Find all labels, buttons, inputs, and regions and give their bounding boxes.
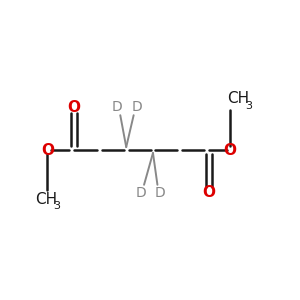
Text: D: D — [136, 186, 146, 200]
Text: 3: 3 — [53, 201, 60, 211]
Text: CH: CH — [227, 91, 250, 106]
Text: O: O — [67, 100, 80, 115]
Text: O: O — [202, 185, 215, 200]
Text: D: D — [112, 100, 123, 114]
Text: D: D — [131, 100, 142, 114]
Text: D: D — [155, 186, 166, 200]
Text: 3: 3 — [245, 101, 252, 111]
Text: CH: CH — [35, 191, 57, 206]
Text: O: O — [224, 142, 237, 158]
Text: O: O — [41, 142, 54, 158]
